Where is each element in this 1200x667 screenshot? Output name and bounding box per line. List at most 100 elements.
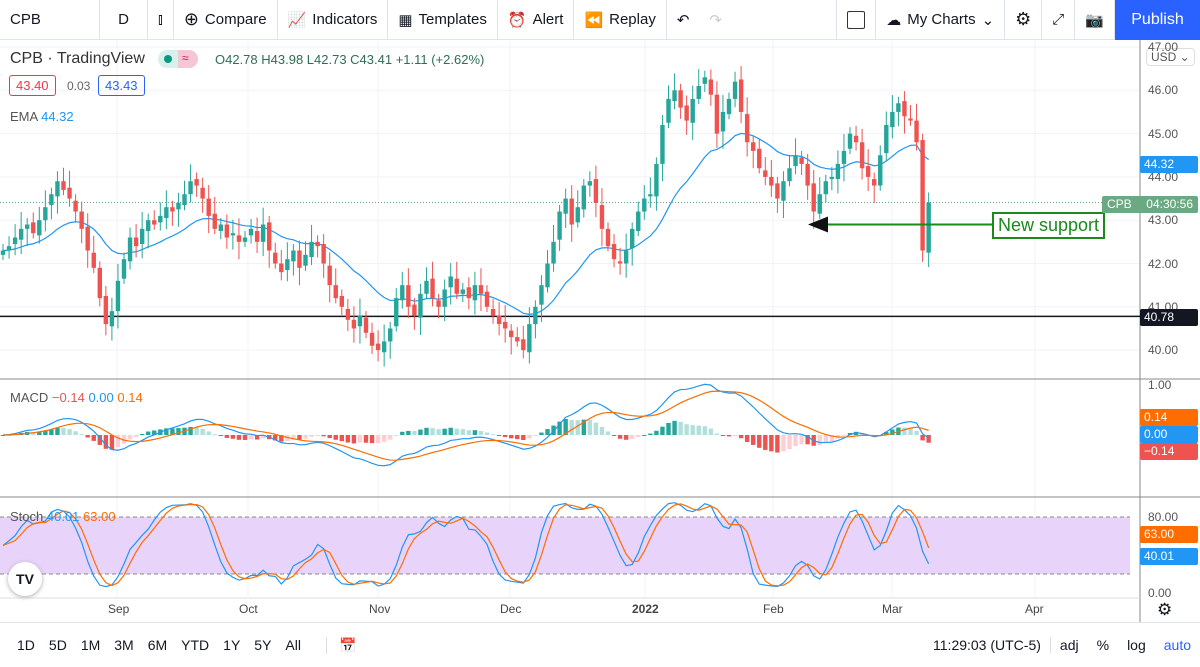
symbol-search[interactable]: CPB xyxy=(0,0,100,40)
horizontal-line-tag: 40.78 xyxy=(1140,309,1198,326)
range-button-ytd[interactable]: YTD xyxy=(181,637,210,653)
range-button-all[interactable]: All xyxy=(285,637,301,653)
redo-button[interactable]: ↷ xyxy=(699,0,732,40)
snapshot-button[interactable]: 📷 xyxy=(1075,0,1115,40)
macd-histogram-bar xyxy=(170,428,175,435)
percent-toggle[interactable]: % xyxy=(1096,637,1110,653)
macd-label: MACD xyxy=(10,390,49,405)
candle-body xyxy=(424,280,429,294)
chevron-down-icon: ⌄ xyxy=(981,11,995,29)
replay-label: Replay xyxy=(609,11,656,28)
ohlc-values: O42.78 H43.98 L42.73 C43.41 +1.11 (+2.62… xyxy=(215,52,485,67)
macd-histogram-bar xyxy=(581,419,586,435)
macd-histogram-bar xyxy=(333,435,338,440)
stoch-band xyxy=(0,517,1130,574)
macd-histogram-bar xyxy=(273,435,278,441)
auto-toggle[interactable]: auto xyxy=(1163,637,1191,653)
macd-histogram-bar xyxy=(690,425,695,435)
range-button-3m[interactable]: 3M xyxy=(114,637,134,653)
macd-histogram-bar xyxy=(115,435,121,448)
macd-histogram-bar xyxy=(442,428,447,435)
range-button-1y[interactable]: 1Y xyxy=(223,637,241,653)
candle-body xyxy=(672,90,677,102)
candle-body xyxy=(67,187,72,199)
chart-area[interactable]: CPB · TradingView ≈ O42.78 H43.98 L42.73… xyxy=(0,40,1200,622)
macd-histogram-bar xyxy=(502,435,508,438)
macd-histogram-bar xyxy=(279,435,284,442)
chart-canvas[interactable] xyxy=(0,40,1200,622)
alert-button[interactable]: ⏰ Alert xyxy=(498,0,575,40)
ask-button[interactable]: 43.43 xyxy=(98,75,145,96)
macd-histogram-bar xyxy=(684,424,689,435)
axis-settings-icon[interactable]: ⚙ xyxy=(1157,600,1173,619)
macd-histogram-bar xyxy=(236,435,242,440)
range-button-5d[interactable]: 5D xyxy=(48,637,67,653)
compare-button[interactable]: ⊕ Compare xyxy=(174,0,278,40)
macd-histogram-bar xyxy=(406,430,411,435)
candle-body xyxy=(515,337,520,342)
redo-icon: ↷ xyxy=(709,11,722,29)
clock-time[interactable]: 11:29:03 (UTC-5) xyxy=(924,637,1051,653)
range-button-5y[interactable]: 5Y xyxy=(254,637,272,653)
macd-histogram-bar xyxy=(490,434,496,436)
macd-histogram-bar xyxy=(751,435,756,445)
stoch-d-value: 63.00 xyxy=(83,509,116,524)
my-charts-button[interactable]: ☁ My Charts ⌄ xyxy=(876,0,1006,40)
candle-body xyxy=(279,263,284,273)
macd-histogram-bar xyxy=(369,435,375,444)
templates-button[interactable]: ▦ Templates xyxy=(388,0,498,40)
candle-body xyxy=(533,306,538,325)
macd-histogram-bar xyxy=(509,435,514,439)
macd-histogram-bar xyxy=(920,435,925,441)
log-toggle[interactable]: log xyxy=(1127,637,1146,653)
candle-body xyxy=(43,207,48,221)
candle-body xyxy=(478,285,484,294)
adj-toggle[interactable]: adj xyxy=(1059,637,1079,653)
candle-body xyxy=(502,321,508,329)
candle-body xyxy=(847,133,853,149)
range-button-1d[interactable]: 1D xyxy=(17,637,35,653)
stoch-k-tag: 40.01 xyxy=(1140,548,1198,565)
macd-histogram-bar xyxy=(853,431,859,435)
indicators-button[interactable]: 📈 Indicators xyxy=(278,0,389,40)
macd-signal-value: 0.14 xyxy=(117,390,143,405)
candle-body xyxy=(720,111,726,132)
macd-histogram-bar xyxy=(521,435,526,441)
publish-button[interactable]: Publish xyxy=(1115,0,1200,40)
candle-body xyxy=(666,98,671,123)
candle-body xyxy=(91,252,96,268)
replay-button[interactable]: ⏪ Replay xyxy=(574,0,667,40)
date-range-icon[interactable]: 📅 xyxy=(325,636,356,654)
layout-button[interactable] xyxy=(836,0,877,40)
candle-body xyxy=(539,285,544,305)
candle-body xyxy=(321,244,326,264)
tradingview-logo[interactable]: TV xyxy=(8,562,42,596)
candle-body xyxy=(212,213,217,229)
price-axis-tick: 46.00 xyxy=(1148,83,1179,98)
market-status-badge[interactable]: ≈ xyxy=(158,50,198,68)
candle-body xyxy=(73,200,78,212)
settings-button[interactable]: ⚙ xyxy=(1005,0,1043,40)
macd-histogram-bar xyxy=(103,435,109,449)
candle-body xyxy=(188,181,193,195)
time-label: Dec xyxy=(500,602,522,616)
candle-body xyxy=(696,85,701,99)
chart-type-button[interactable]: ⫾ xyxy=(148,0,174,40)
interval-button[interactable]: D xyxy=(100,0,148,40)
macd-histogram-bar xyxy=(121,435,127,444)
currency-dropdown[interactable]: USD ⌄ xyxy=(1146,48,1195,66)
macd-histogram-bar xyxy=(375,435,381,444)
undo-button[interactable]: ↶ xyxy=(667,0,700,40)
square-icon xyxy=(847,10,866,29)
time-label: Sep xyxy=(108,602,130,616)
new-support-annotation[interactable]: New support xyxy=(992,212,1106,239)
candle-body xyxy=(436,300,441,307)
stoch-d-line xyxy=(2,503,930,587)
range-button-6m[interactable]: 6M xyxy=(147,637,168,653)
macd-line-tag: 0.00 xyxy=(1140,426,1198,443)
bid-button[interactable]: 43.40 xyxy=(9,75,56,96)
candle-body xyxy=(97,267,102,299)
range-button-1m[interactable]: 1M xyxy=(80,637,101,653)
macd-histogram-bar xyxy=(902,427,907,435)
fullscreen-button[interactable]: ⤢ xyxy=(1042,0,1076,40)
